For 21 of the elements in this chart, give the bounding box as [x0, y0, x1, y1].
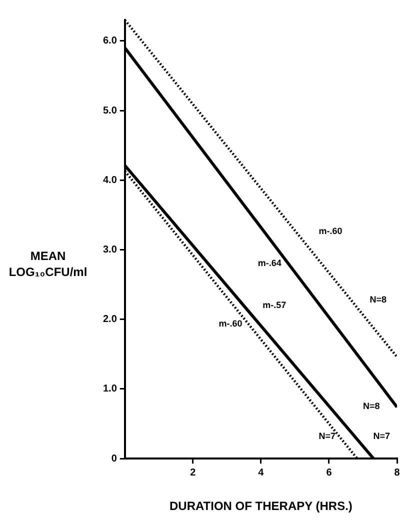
annotation: m-.57: [262, 300, 286, 310]
annotation: N=7: [373, 430, 390, 441]
y-tick-label: 1.0: [102, 384, 118, 395]
annotation: m-.60: [318, 226, 342, 236]
annotation: N=7: [318, 430, 336, 441]
annotation: N=8: [370, 294, 387, 304]
x-tick-label: 2: [190, 467, 196, 478]
annotation: m-.60: [218, 318, 242, 329]
y-tick-label: 4.0: [102, 174, 118, 186]
x-tick-label: 4: [258, 467, 264, 478]
x-axis-title: DURATION OF THERAPY (HRS.): [170, 499, 352, 514]
y-tick-label: 3.0: [102, 244, 118, 256]
y-tick-label: 6.0: [102, 36, 118, 47]
x-tick-label: 6: [326, 467, 332, 478]
x-tick-label: 8: [394, 467, 400, 478]
y-tick-label: 0: [111, 453, 118, 464]
y-tick-label: 5.0: [102, 105, 118, 116]
annotation: N=8: [362, 400, 380, 411]
y-axis-title: MEAN LOG₁₀CFU/ml: [8, 248, 88, 280]
annotation: m-.64: [258, 258, 282, 268]
y-tick-label: 2.0: [102, 314, 118, 326]
